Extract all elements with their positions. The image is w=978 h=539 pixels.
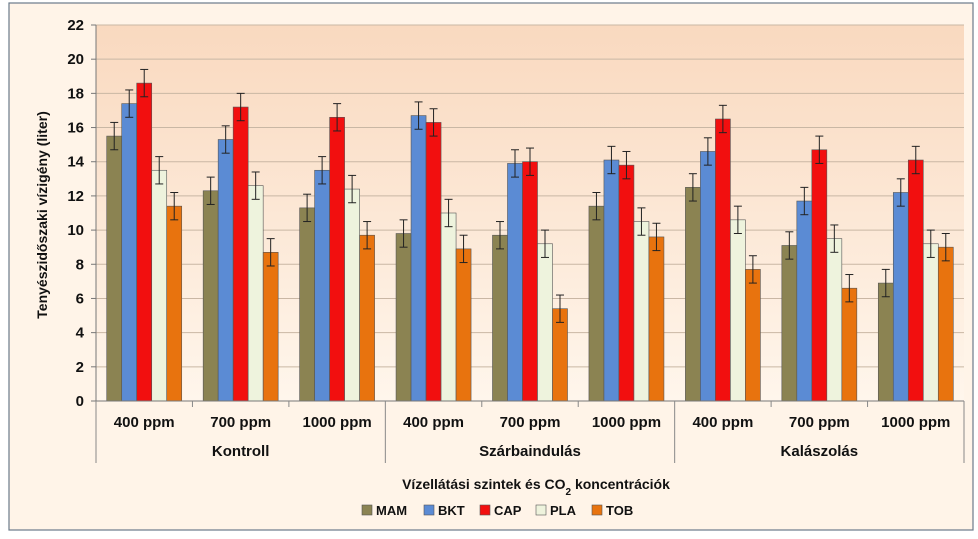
y-tick-label: 8 bbox=[76, 256, 84, 273]
bar-mam bbox=[106, 135, 123, 402]
bar-pla bbox=[247, 185, 264, 402]
x-axis-label-subscript: 2 bbox=[566, 487, 572, 498]
legend-label-mam: MAM bbox=[376, 503, 407, 518]
legend: MAM BKT CAP PLA TOB bbox=[361, 503, 633, 518]
bar-cap bbox=[715, 118, 731, 402]
x-category-label: 400 ppm bbox=[692, 414, 753, 431]
bar-tob bbox=[648, 236, 665, 402]
x-category-label: 1000 ppm bbox=[592, 414, 661, 431]
bar-pla bbox=[633, 221, 650, 402]
bar-bkt bbox=[410, 115, 427, 402]
bar-cap bbox=[136, 82, 153, 402]
y-tick-labels: 0 2 4 6 8 10 12 14 16 18 20 22 bbox=[67, 17, 96, 410]
bar-bkt bbox=[121, 103, 138, 402]
bar-bkt bbox=[700, 151, 716, 402]
bar-bkt bbox=[796, 200, 813, 402]
bar-tob bbox=[359, 234, 375, 402]
legend-swatch-tob bbox=[591, 504, 603, 516]
y-tick-label: 6 bbox=[76, 290, 84, 307]
bar-pla bbox=[344, 188, 360, 402]
bar-pla bbox=[922, 243, 939, 402]
x-category-label: 700 ppm bbox=[789, 414, 850, 431]
bar-tob bbox=[937, 246, 954, 402]
y-tick-label: 22 bbox=[67, 17, 84, 34]
legend-label-pla: PLA bbox=[550, 503, 577, 518]
bar-cap bbox=[618, 164, 635, 402]
legend-swatch-bkt bbox=[423, 504, 435, 516]
x-category-label: 400 ppm bbox=[114, 414, 175, 431]
legend-swatch-pla bbox=[535, 504, 547, 516]
bar-cap bbox=[907, 159, 924, 402]
bars-layer bbox=[106, 68, 954, 402]
bar-mam bbox=[877, 282, 894, 402]
bar-cap bbox=[425, 122, 442, 402]
bar-pla bbox=[826, 238, 843, 402]
legend-label-bkt: BKT bbox=[438, 503, 465, 518]
bar-tob bbox=[262, 252, 279, 402]
x-group-labels: Kontroll Szárbaindulás Kalászolás bbox=[95, 401, 965, 463]
axes-layer bbox=[95, 25, 964, 402]
bar-cap bbox=[232, 106, 249, 402]
bar-pla bbox=[151, 169, 168, 402]
bar-bkt bbox=[217, 139, 234, 402]
y-axis-label: Tenyészidőszaki vízigény (liter) bbox=[34, 111, 50, 318]
bar-mam bbox=[202, 190, 219, 402]
legend-label-cap: CAP bbox=[494, 503, 522, 518]
x-axis-label-main: Vízellátási szintek és CO bbox=[402, 476, 566, 492]
bar-cap bbox=[811, 149, 828, 402]
bar-pla bbox=[730, 219, 746, 402]
y-tick-label: 10 bbox=[67, 222, 84, 239]
y-tick-label: 12 bbox=[67, 188, 84, 205]
x-category-label: 700 ppm bbox=[500, 414, 561, 431]
bar-cap bbox=[522, 161, 538, 402]
y-tick-label: 18 bbox=[67, 85, 84, 102]
x-axis-label: Vízellátási szintek és CO2 koncentrációk bbox=[402, 476, 670, 498]
bar-bkt bbox=[507, 163, 523, 402]
bar-bkt bbox=[603, 159, 620, 402]
bar-tob bbox=[455, 248, 472, 402]
x-axis-label-tail: koncentrációk bbox=[571, 476, 670, 492]
bar-pla bbox=[537, 243, 553, 402]
y-tick-label: 16 bbox=[67, 120, 84, 137]
x-category-label: 1000 ppm bbox=[881, 414, 950, 431]
bar-bkt bbox=[314, 169, 330, 402]
x-group-label: Kontroll bbox=[212, 443, 270, 460]
y-tick-label: 20 bbox=[67, 51, 84, 68]
y-tick-label: 4 bbox=[76, 325, 85, 342]
y-tick-label: 14 bbox=[67, 154, 84, 171]
bar-mam bbox=[685, 187, 701, 402]
legend-label-tob: TOB bbox=[606, 503, 633, 518]
legend-swatch-cap bbox=[479, 504, 491, 516]
bar-tob bbox=[841, 287, 858, 402]
y-tick-label: 0 bbox=[76, 393, 84, 410]
bar-cap bbox=[329, 116, 345, 402]
bar-mam bbox=[299, 207, 315, 402]
x-category-label: 400 ppm bbox=[403, 414, 464, 431]
bar-mam bbox=[588, 205, 605, 402]
bar-mam bbox=[781, 245, 798, 402]
bar-mam bbox=[492, 234, 508, 402]
x-category-label: 1000 ppm bbox=[303, 414, 372, 431]
x-category-label: 700 ppm bbox=[210, 414, 271, 431]
legend-swatch-mam bbox=[361, 504, 373, 516]
bar-bkt bbox=[892, 192, 909, 402]
bar-pla bbox=[440, 212, 457, 402]
y-tick-label: 2 bbox=[76, 359, 84, 376]
x-category-labels: 400 ppm 700 ppm 1000 ppm 400 ppm 700 ppm 1000… bbox=[114, 414, 951, 431]
bar-mam bbox=[395, 233, 412, 402]
bar-tob bbox=[166, 205, 183, 402]
x-group-label: Kalászolás bbox=[781, 443, 859, 460]
bar-tob bbox=[745, 269, 761, 402]
x-group-label: Szárbaindulás bbox=[479, 443, 581, 460]
